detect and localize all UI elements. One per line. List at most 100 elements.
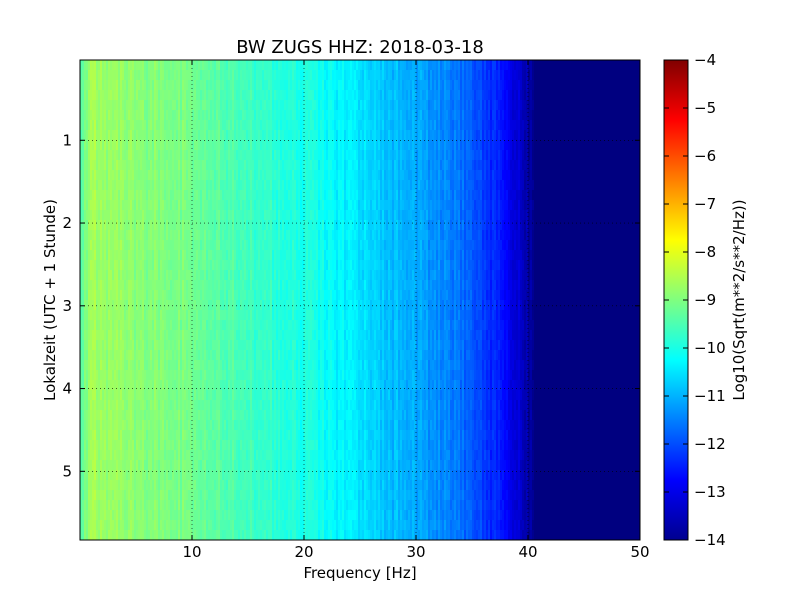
heatmap-cell [270, 250, 273, 261]
heatmap-cell [208, 70, 211, 81]
heatmap-cell [190, 100, 193, 111]
heatmap-cell [152, 370, 155, 381]
heatmap-cell [200, 90, 203, 101]
heatmap-cell [190, 410, 193, 421]
heatmap-cell [120, 240, 123, 251]
heatmap-cell [84, 240, 87, 251]
heatmap-cell [220, 90, 223, 101]
heatmap-cell [278, 260, 281, 271]
heatmap-cell [130, 220, 133, 231]
heatmap-cell [166, 480, 169, 491]
heatmap-cell [250, 150, 253, 161]
heatmap-cell [156, 500, 159, 511]
heatmap-cell [166, 350, 169, 361]
heatmap-cell [246, 450, 249, 461]
heatmap-cell [242, 110, 245, 121]
heatmap-cell [132, 210, 135, 221]
heatmap-cell [136, 230, 139, 241]
heatmap-cell [130, 230, 133, 241]
heatmap-cell [144, 80, 147, 91]
heatmap-cell [196, 240, 199, 251]
heatmap-cell [118, 490, 121, 501]
heatmap-cell [220, 170, 223, 181]
heatmap-cell [80, 500, 83, 511]
heatmap-cell [162, 230, 165, 241]
heatmap-cell [280, 290, 283, 301]
heatmap-cell [240, 380, 243, 391]
heatmap-cell [180, 300, 183, 311]
heatmap-cell [214, 160, 217, 171]
heatmap-cell [124, 230, 127, 241]
heatmap-cell [176, 260, 179, 271]
heatmap-cell [202, 510, 205, 521]
heatmap-cell [130, 340, 133, 351]
heatmap-cell [152, 500, 155, 511]
heatmap-cell [226, 450, 229, 461]
heatmap-cell [156, 90, 159, 101]
heatmap-cell [260, 500, 263, 511]
heatmap-cell [172, 140, 175, 151]
heatmap-cell [88, 150, 91, 161]
heatmap-cell [148, 110, 151, 121]
heatmap-cell [256, 70, 259, 81]
heatmap-cell [162, 60, 165, 71]
heatmap-cell [226, 90, 229, 101]
heatmap-cell [166, 260, 169, 271]
heatmap-cell [236, 480, 239, 491]
heatmap-cell [278, 400, 281, 411]
heatmap-cell [94, 90, 97, 101]
heatmap-cell [150, 300, 153, 311]
heatmap-cell [108, 340, 111, 351]
heatmap-cell [104, 420, 107, 431]
heatmap-cell [108, 380, 111, 391]
heatmap-cell [254, 470, 257, 481]
heatmap-cell [268, 220, 271, 231]
heatmap-cell [266, 290, 269, 301]
heatmap-cell [212, 240, 215, 251]
heatmap-cell [278, 310, 281, 321]
heatmap-cell [262, 410, 265, 421]
heatmap-cell [268, 400, 271, 411]
heatmap-cell [146, 380, 149, 391]
heatmap-cell [284, 70, 287, 81]
heatmap-cell [160, 470, 163, 481]
heatmap-cell [250, 290, 253, 301]
heatmap-cell [192, 320, 195, 331]
heatmap-cell [248, 500, 251, 511]
heatmap-cell [276, 140, 279, 151]
heatmap-cell [98, 410, 101, 421]
heatmap-cell [222, 500, 225, 511]
heatmap-cell [198, 520, 201, 531]
heatmap-cell [126, 360, 129, 371]
heatmap-cell [204, 470, 207, 481]
heatmap-cell [214, 320, 217, 331]
heatmap-cell [196, 230, 199, 241]
heatmap-cell [188, 280, 191, 291]
heatmap-cell [220, 60, 223, 71]
heatmap-cell [140, 260, 143, 271]
heatmap-cell [268, 100, 271, 111]
heatmap-cell [134, 270, 137, 281]
heatmap-cell [224, 340, 227, 351]
heatmap-cell [132, 140, 135, 151]
heatmap-cell [192, 220, 195, 231]
heatmap-cell [80, 350, 83, 361]
heatmap-cell [156, 140, 159, 151]
heatmap-cell [176, 520, 179, 531]
heatmap-cell [168, 430, 171, 441]
heatmap-cell [142, 250, 145, 261]
heatmap-cell [278, 330, 281, 341]
heatmap-cell [270, 400, 273, 411]
heatmap-cell [94, 420, 97, 431]
heatmap-cell [264, 160, 267, 171]
heatmap-cell [230, 450, 233, 461]
heatmap-cell [136, 390, 139, 401]
heatmap-cell [252, 490, 255, 501]
heatmap-cell [162, 380, 165, 391]
heatmap-cell [218, 470, 221, 481]
heatmap-cell [174, 260, 177, 271]
heatmap-cell [180, 460, 183, 471]
heatmap-cell [134, 80, 137, 91]
heatmap-cell [106, 70, 109, 81]
heatmap-cell [198, 490, 201, 501]
